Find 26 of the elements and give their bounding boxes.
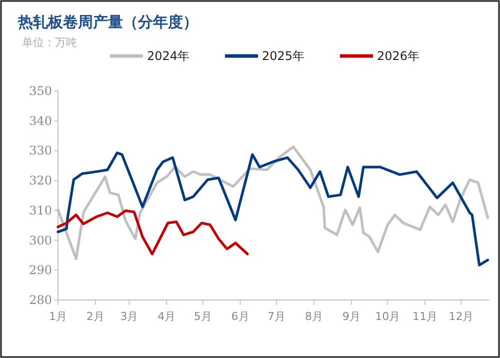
x-tick-label: 4月: [158, 310, 176, 323]
legend-label: 2026年: [377, 49, 420, 63]
x-tick-label: 3月: [120, 310, 138, 323]
y-tick-label: 330: [29, 144, 52, 158]
y-tick-label: 290: [29, 263, 52, 278]
chart-title: 热轧板卷周产量（分年度）: [17, 13, 198, 31]
x-tick-label: 8月: [304, 310, 323, 323]
y-tick-label: 350: [29, 84, 52, 98]
y-tick-label: 280: [29, 293, 52, 307]
x-tick-label: 7月: [268, 310, 286, 323]
x-tick-label: 6月: [231, 310, 250, 323]
x-tick-label: 11月: [412, 310, 438, 323]
x-tick-label: 12月: [448, 310, 474, 323]
x-tick-label: 5月: [194, 310, 212, 323]
line-series: [56, 209, 249, 256]
legend-label: 2024年: [147, 49, 190, 63]
y-tick-label: 300: [29, 233, 52, 248]
x-tick-label: 2月: [86, 310, 104, 323]
x-tick-label: 10月: [375, 310, 400, 323]
x-tick-label: 9月: [342, 310, 360, 323]
legend-label: 2025年: [262, 49, 305, 63]
y-tick-label: 320: [29, 174, 52, 188]
x-tick-label: 1月: [49, 310, 67, 323]
y-tick-label: 310: [29, 203, 52, 218]
y-tick-label: 340: [29, 114, 52, 128]
chart-subtitle: 单位：万吨: [22, 36, 77, 49]
